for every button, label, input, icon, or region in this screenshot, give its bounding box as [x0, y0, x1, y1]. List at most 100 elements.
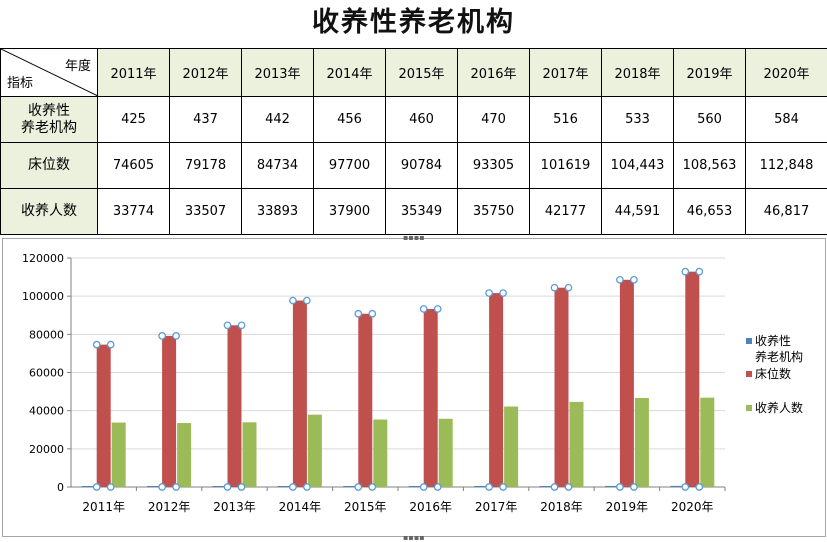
year-header-cell[interactable]: 2012年 — [170, 49, 242, 97]
bar-residents — [570, 402, 584, 487]
bar-residents — [635, 398, 649, 487]
selection-handle — [421, 306, 427, 312]
year-header-cell[interactable]: 2017年 — [530, 49, 602, 97]
resize-handle-top[interactable]: ▪▪▪▪ — [403, 233, 425, 242]
table-cell[interactable]: 101619 — [530, 143, 602, 189]
corner-year-label: 年度 — [65, 55, 91, 74]
y-tick-label: 0 — [57, 481, 64, 494]
selection-handle — [355, 484, 361, 490]
table-cell[interactable]: 425 — [98, 97, 170, 143]
x-tick-label: 2012年 — [148, 500, 191, 514]
table-cell[interactable]: 97700 — [314, 143, 386, 189]
row-label-text: 收养性 养老机构 — [21, 103, 77, 136]
selection-handle — [159, 333, 165, 339]
selection-handle — [238, 484, 244, 490]
table-cell[interactable]: 442 — [242, 97, 314, 143]
table-cell[interactable]: 33774 — [98, 189, 170, 235]
selection-handle — [304, 297, 310, 303]
selection-handle — [617, 484, 623, 490]
selection-handle — [435, 306, 441, 312]
table-cell[interactable]: 112,848 — [746, 143, 827, 189]
table-cell[interactable]: 470 — [458, 97, 530, 143]
selection-handle — [159, 484, 165, 490]
table-cell[interactable]: 79178 — [170, 143, 242, 189]
bar-residents — [700, 398, 714, 487]
table-cell[interactable]: 516 — [530, 97, 602, 143]
year-header-cell[interactable]: 2014年 — [314, 49, 386, 97]
year-header-cell[interactable]: 2018年 — [602, 49, 674, 97]
x-tick-label: 2011年 — [82, 500, 125, 514]
table-cell[interactable]: 108,563 — [674, 143, 746, 189]
table-cell[interactable]: 37900 — [314, 189, 386, 235]
bar-residents — [243, 422, 257, 487]
selection-handle — [94, 484, 100, 490]
bar-beds — [555, 288, 569, 487]
bar-residents — [439, 419, 453, 487]
bar-residents — [112, 423, 126, 487]
bar-beds — [358, 314, 372, 487]
table-cell[interactable]: 35349 — [386, 189, 458, 235]
selection-handle — [500, 290, 506, 296]
year-header-cell[interactable]: 2015年 — [386, 49, 458, 97]
row-label-beds[interactable]: 床位数 — [1, 143, 98, 189]
legend-label: 床位数 — [755, 366, 791, 381]
table-cell[interactable]: 33507 — [170, 189, 242, 235]
table-cell[interactable]: 533 — [602, 97, 674, 143]
table-cell[interactable]: 33893 — [242, 189, 314, 235]
selection-handle — [108, 341, 114, 347]
selection-handle — [435, 484, 441, 490]
table-cell[interactable]: 74605 — [98, 143, 170, 189]
row-label-institutions[interactable]: 收养性 养老机构 — [1, 97, 98, 143]
table-cell[interactable]: 437 — [170, 97, 242, 143]
bar-beds — [293, 301, 307, 487]
row-label-residents[interactable]: 收养人数 — [1, 189, 98, 235]
page-title: 收养性养老机构 — [0, 0, 827, 48]
selection-handle — [355, 311, 361, 317]
table-cell[interactable]: 46,653 — [674, 189, 746, 235]
x-tick-label: 2013年 — [213, 500, 256, 514]
y-tick-label: 40000 — [29, 405, 64, 418]
table-cell[interactable]: 90784 — [386, 143, 458, 189]
y-tick-label: 80000 — [29, 328, 64, 341]
selection-handle — [500, 484, 506, 490]
legend-label: 养老机构 — [755, 349, 803, 364]
y-tick-label: 100000 — [22, 290, 64, 303]
selection-handle — [108, 484, 114, 490]
selection-handle — [421, 484, 427, 490]
resize-handle-bottom[interactable]: ▪▪▪▪ — [403, 533, 425, 542]
legend-swatch — [746, 405, 752, 411]
year-header-cell[interactable]: 2020年 — [746, 49, 827, 97]
bar-beds — [424, 309, 438, 487]
table-cell[interactable]: 584 — [746, 97, 827, 143]
table-cell[interactable]: 35750 — [458, 189, 530, 235]
table-corner-cell[interactable]: 年度 指标 — [1, 49, 98, 97]
table-cell[interactable]: 93305 — [458, 143, 530, 189]
legend-label: 收养人数 — [755, 400, 803, 415]
table-row: 收养性 养老机构 425 437 442 456 460 470 516 533… — [1, 97, 827, 143]
bar-beds — [620, 280, 634, 487]
bar-beds — [162, 336, 176, 487]
table-cell[interactable]: 84734 — [242, 143, 314, 189]
selection-handle — [173, 333, 179, 339]
selection-handle — [696, 484, 702, 490]
table-cell[interactable]: 104,443 — [602, 143, 674, 189]
bar-residents — [504, 407, 518, 487]
year-header-cell[interactable]: 2013年 — [242, 49, 314, 97]
table-cell[interactable]: 42177 — [530, 189, 602, 235]
selection-handle — [551, 284, 557, 290]
table-cell[interactable]: 456 — [314, 97, 386, 143]
selection-handle — [224, 322, 230, 328]
selection-handle — [486, 484, 492, 490]
table-cell[interactable]: 46,817 — [746, 189, 827, 235]
year-header-cell[interactable]: 2016年 — [458, 49, 530, 97]
bar-residents — [308, 415, 322, 487]
table-cell[interactable]: 44,591 — [602, 189, 674, 235]
year-header-cell[interactable]: 2019年 — [674, 49, 746, 97]
year-header-cell[interactable]: 2011年 — [98, 49, 170, 97]
table-cell[interactable]: 460 — [386, 97, 458, 143]
table-row: 床位数 74605 79178 84734 97700 90784 93305 … — [1, 143, 827, 189]
legend-swatch — [746, 371, 752, 377]
selection-handle — [369, 484, 375, 490]
table-cell[interactable]: 560 — [674, 97, 746, 143]
